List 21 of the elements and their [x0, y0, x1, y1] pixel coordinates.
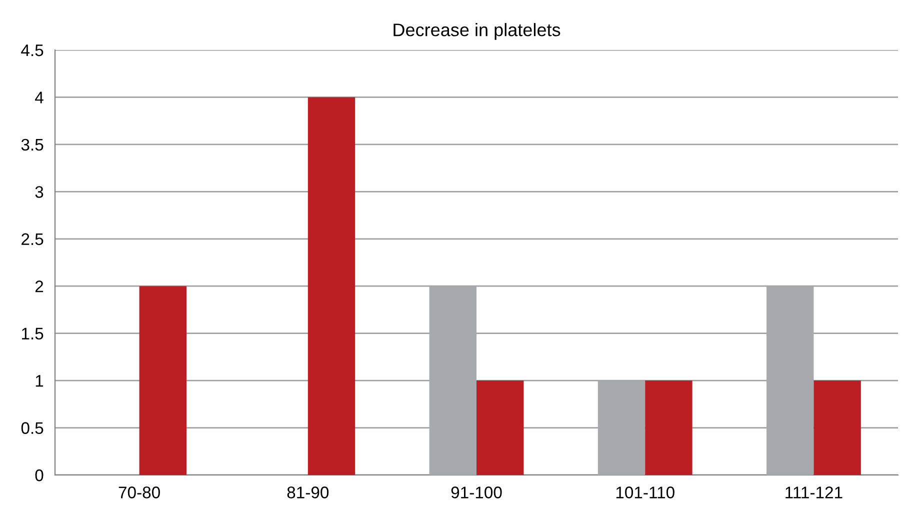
y-tick-label: 3.5 [21, 138, 44, 151]
x-tick-label: 91-100 [451, 486, 502, 498]
x-tick-label: 81-90 [287, 486, 329, 498]
bar [139, 286, 187, 475]
chart-title: Decrease in platelets [394, 23, 560, 40]
y-tick-label: 4 [35, 92, 44, 104]
y-tick-label: 2.5 [22, 233, 44, 246]
x-tick-label: 101-110 [616, 486, 674, 498]
bar [645, 380, 692, 475]
bar [308, 97, 356, 475]
x-tick-label: 70-80 [118, 486, 160, 498]
y-tick-label: 4.5 [21, 44, 44, 56]
y-tick-label: 1.5 [22, 328, 44, 340]
y-tick-label: 1 [36, 375, 44, 387]
x-tick-label: 111-121 [786, 486, 842, 498]
bar [476, 380, 524, 475]
y-tick-label: 2 [35, 280, 44, 292]
bar [814, 380, 861, 475]
y-tick-label: 0.5 [21, 422, 44, 434]
y-tick-label: 0 [35, 469, 44, 482]
y-tick-label: 3 [35, 186, 44, 198]
